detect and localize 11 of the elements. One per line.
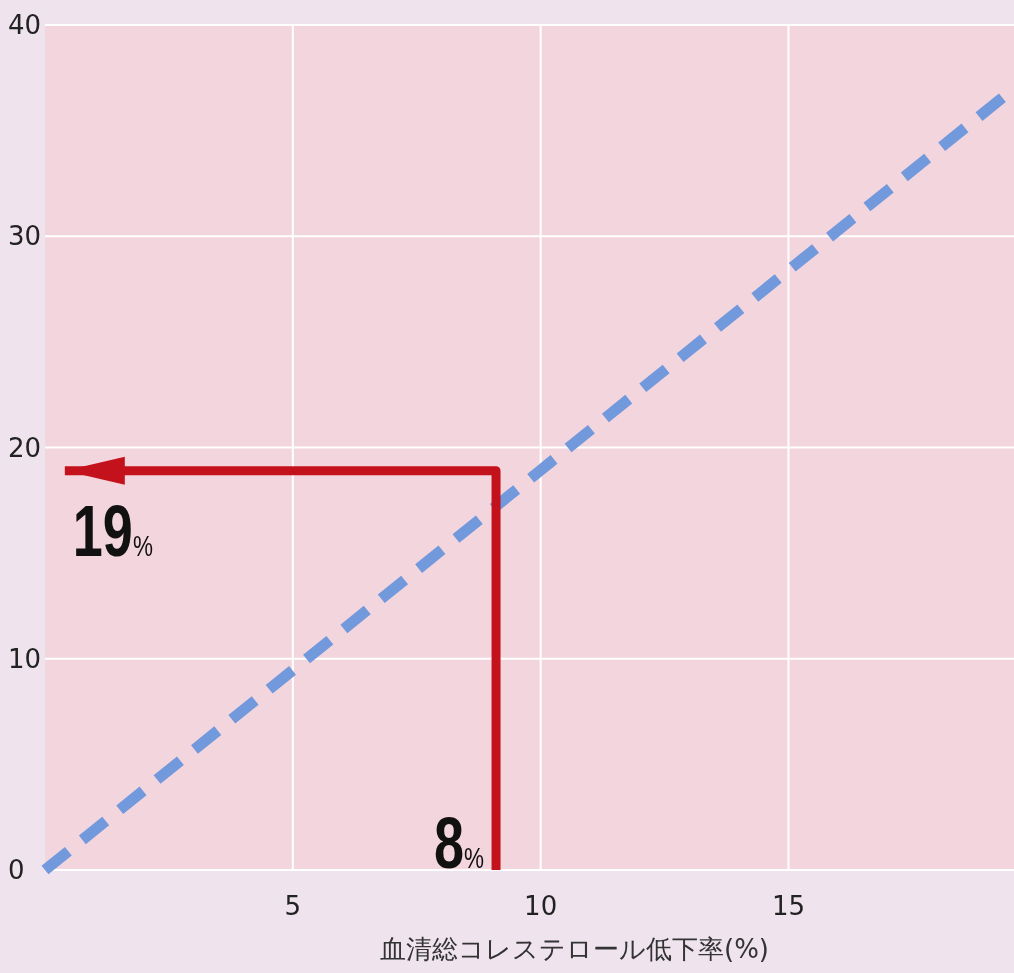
- x-tick-label: 10: [524, 891, 558, 921]
- x-axis-title: 血清総コレステロール低下率(%): [380, 934, 769, 964]
- x-tick-label: 15: [771, 891, 806, 921]
- y-tick-label: 30: [8, 221, 42, 252]
- y-tick-label: 40: [8, 10, 42, 40]
- y-tick-label: 20: [8, 432, 42, 463]
- y-tick-label: 10: [8, 643, 42, 674]
- annotation: 19%: [72, 490, 153, 571]
- y-tick-label: 0: [8, 855, 25, 885]
- x-tick-label: 5: [284, 891, 302, 921]
- annotation: 8%: [434, 802, 485, 883]
